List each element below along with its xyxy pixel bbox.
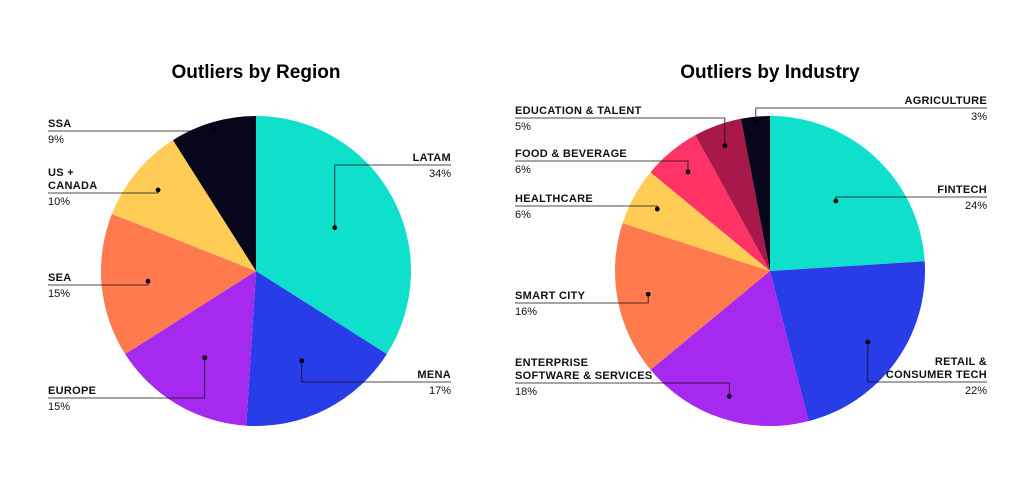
leader-dot-retail-and-consumer-tech — [865, 339, 871, 345]
leader-dot-agriculture — [753, 118, 759, 124]
slice-sea — [100, 213, 256, 355]
leader-dot-latam — [332, 225, 338, 231]
label-agriculture: AGRICULTURE 3% — [753, 95, 987, 124]
slice-value-food-and-beverage: 6% — [515, 164, 531, 176]
leader-dot-fintech — [833, 198, 839, 204]
slice-value-retail-and-consumer-tech: 22% — [965, 385, 987, 397]
slice-value-latam: 34% — [429, 168, 451, 180]
leader-dot-healthcare — [654, 206, 660, 212]
region-chart-title: Outliers by Region — [172, 62, 341, 83]
slice-label-agriculture: AGRICULTURE — [904, 95, 987, 107]
leader-dot-smart-city — [645, 291, 651, 297]
slice-label-latam: LATAM — [413, 152, 451, 164]
slice-label-enterprise-software-and-services: ENTERPRISE — [515, 357, 588, 369]
slice-label-enterprise-software-and-services: SOFTWARE & SERVICES — [515, 370, 653, 382]
slice-label-europe: EUROPE — [48, 385, 96, 397]
label-education-and-talent: EDUCATION & TALENT 5% — [515, 105, 728, 148]
slice-label-retail-and-consumer-tech: CONSUMER TECH — [886, 369, 987, 381]
label-latam: LATAM 34% — [332, 152, 451, 231]
slice-value-ssa: 9% — [48, 134, 64, 146]
leader-line-enterprise-software-and-services — [515, 382, 730, 397]
label-food-and-beverage: FOOD & BEVERAGE 6% — [515, 148, 691, 176]
leader-line-agriculture — [755, 107, 987, 122]
slice-value-healthcare: 6% — [515, 209, 531, 221]
leader-line-smart-city — [515, 294, 649, 304]
leader-dot-europe — [202, 355, 208, 361]
industry-pie — [615, 116, 925, 426]
slice-agriculture — [740, 116, 770, 271]
leader-dot-food-and-beverage — [685, 169, 691, 175]
slice-value-sea: 15% — [48, 288, 70, 300]
leader-line-retail-and-consumer-tech — [867, 342, 987, 383]
slice-smart-city — [615, 223, 770, 370]
slice-value-fintech: 24% — [965, 200, 987, 212]
slice-latam — [256, 116, 411, 355]
slice-label-fintech: FINTECH — [937, 184, 987, 196]
slice-value-europe: 15% — [48, 401, 70, 413]
leader-dot-ssa — [212, 127, 218, 132]
leader-dot-mena — [299, 358, 305, 364]
slice-value-smart-city: 16% — [515, 306, 537, 318]
slice-mena — [246, 271, 387, 427]
slice-label-food-and-beverage: FOOD & BEVERAGE — [515, 148, 627, 160]
slice-value-mena: 17% — [429, 385, 451, 397]
slice-label-us-plus-canada: CANADA — [48, 180, 97, 192]
slice-healthcare — [622, 172, 770, 271]
leader-line-education-and-talent — [515, 117, 726, 146]
industry-chart-title: Outliers by Industry — [680, 62, 860, 83]
slice-enterprise-software-and-services — [650, 271, 809, 426]
label-ssa: SSA 9% — [48, 118, 218, 146]
slice-label-retail-and-consumer-tech: RETAIL & — [935, 356, 987, 368]
label-fintech: FINTECH 24% — [833, 184, 987, 212]
region-pie — [100, 116, 411, 427]
slice-label-smart-city: SMART CITY — [515, 290, 586, 302]
slice-value-agriculture: 3% — [971, 111, 987, 123]
slice-value-education-and-talent: 5% — [515, 121, 531, 133]
slice-label-healthcare: HEALTHCARE — [515, 193, 593, 205]
leader-dot-enterprise-software-and-services — [726, 393, 732, 399]
leader-line-food-and-beverage — [515, 160, 689, 172]
label-smart-city: SMART CITY 16% — [515, 290, 651, 318]
slice-label-mena: MENA — [417, 369, 451, 381]
label-healthcare: HEALTHCARE 6% — [515, 193, 660, 221]
slice-ssa — [172, 116, 256, 271]
industry-labels: FINTECH 24% RETAIL &CONSUMER TECH 22% ENTERP… — [515, 95, 987, 399]
slice-label-education-and-talent: EDUCATION & TALENT — [515, 105, 642, 117]
leader-line-europe — [48, 357, 206, 399]
slice-value-enterprise-software-and-services: 18% — [515, 386, 537, 398]
label-europe: EUROPE 15% — [48, 355, 208, 413]
label-sea: SEA 15% — [48, 272, 151, 300]
region-labels: LATAM 34% MENA 17% EUROPE 15% SEA 15% US +CANADA… — [48, 118, 451, 413]
slice-fintech — [770, 116, 925, 271]
leader-dot-us-plus-canada — [155, 187, 161, 193]
slice-food-and-beverage — [650, 135, 770, 271]
leader-line-mena — [301, 360, 451, 383]
slice-education-and-talent — [695, 118, 770, 271]
label-us-plus-canada: US +CANADA 10% — [48, 167, 161, 208]
label-mena: MENA 17% — [299, 358, 451, 397]
slice-europe — [125, 271, 256, 426]
leader-line-latam — [334, 164, 451, 228]
slice-us-plus-canada — [111, 140, 256, 271]
slice-label-sea: SEA — [48, 272, 72, 284]
label-retail-and-consumer-tech: RETAIL &CONSUMER TECH 22% — [865, 339, 987, 397]
slice-value-us-plus-canada: 10% — [48, 196, 70, 208]
slice-retail-and-consumer-tech — [770, 261, 925, 422]
slice-label-us-plus-canada: US + — [48, 167, 74, 179]
leader-dot-education-and-talent — [722, 143, 728, 148]
leader-dot-sea — [145, 278, 151, 284]
slice-label-ssa: SSA — [48, 118, 72, 130]
